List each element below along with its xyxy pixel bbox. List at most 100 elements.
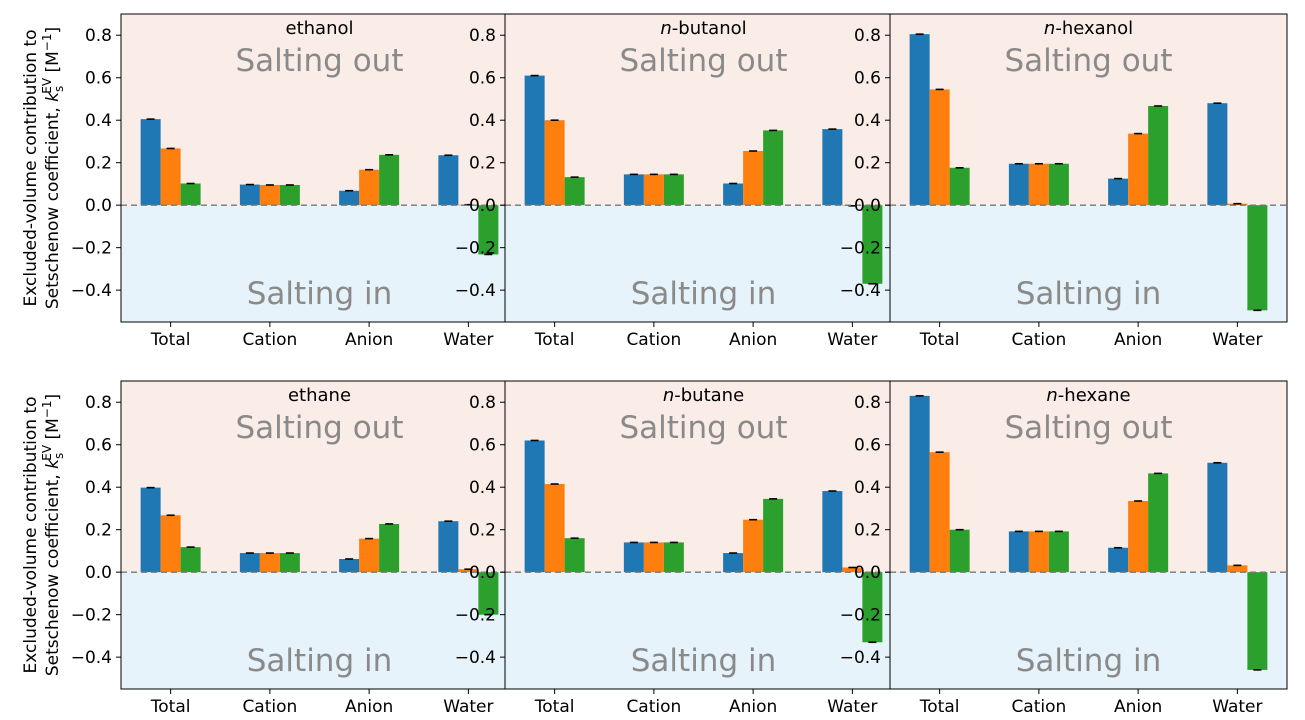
bar — [1128, 501, 1149, 573]
bar — [458, 569, 479, 573]
x-tick-label-text: Cation — [1011, 697, 1066, 716]
x-tick-label: Cation — [626, 697, 681, 716]
y-tick-label: −0.4 — [455, 281, 496, 301]
y-tick-label: −0.4 — [455, 648, 496, 668]
x-tick-label: Anion — [729, 330, 777, 350]
y-tick-label-text: 0.4 — [469, 478, 496, 498]
salting-in-region — [890, 205, 1287, 322]
y-axis-label-line2: Setschenow coefficient, ksEV [M−1] — [40, 394, 66, 676]
y-tick-label: 0.4 — [854, 111, 881, 131]
bar — [1028, 531, 1049, 573]
bar — [723, 183, 744, 206]
bar — [140, 119, 161, 206]
chart-title-italic: n — [1044, 18, 1055, 39]
salting-in-label: Salting in — [631, 276, 777, 312]
y-axis-label-k: k — [43, 458, 63, 469]
chart-title: n-butane — [663, 385, 744, 406]
bar — [1108, 178, 1129, 206]
bar — [279, 553, 300, 573]
x-tick-label: Total — [150, 697, 191, 716]
x-tick-label: Anion — [1114, 697, 1162, 716]
bar — [1108, 547, 1129, 573]
salting-out-label: Salting out — [619, 43, 787, 79]
y-tick-label: 0.6 — [85, 69, 112, 89]
y-tick-label-text: 0.8 — [85, 26, 112, 46]
bar — [339, 190, 360, 206]
y-tick-label: 0.0 — [85, 196, 112, 216]
y-axis-label-unit-close: ] — [43, 27, 63, 34]
x-tick-label: Total — [534, 330, 575, 350]
salting-in-text: Salting in — [247, 643, 393, 679]
y-tick-label: 0.2 — [854, 521, 881, 541]
x-tick-label-text: Anion — [1114, 330, 1162, 350]
x-tick-label-text: Water — [1212, 330, 1262, 350]
y-tick-label: 0.8 — [854, 26, 881, 46]
y-tick-label-text: 0.6 — [85, 436, 112, 456]
salting-out-label: Salting out — [619, 410, 787, 446]
x-tick-label-text: Cation — [1011, 330, 1066, 350]
y-tick-label-text: −0.4 — [455, 281, 496, 301]
y-tick-label-text: 0.4 — [469, 111, 496, 131]
chart-title: ethanol — [286, 18, 354, 39]
salting-in-region — [505, 205, 902, 322]
salting-in-region — [121, 205, 518, 322]
salting-in-region — [505, 572, 902, 689]
bar — [822, 491, 843, 573]
y-tick-label-text: 0.2 — [854, 154, 881, 174]
y-tick-label-text: 0.6 — [469, 436, 496, 456]
y-axis-label-line1-text: Excluded-volume contribution to — [21, 30, 41, 307]
salting-in-label: Salting in — [247, 643, 393, 679]
bar — [379, 154, 400, 206]
x-tick-label-text: Anion — [729, 330, 777, 350]
chart-panel-1: Salting out Salting in ethanol Total Cation A… — [71, 13, 519, 350]
bar — [239, 184, 260, 206]
x-tick-label-text: Water — [443, 697, 493, 716]
bar — [949, 167, 970, 206]
y-tick-label: −0.4 — [840, 281, 881, 301]
x-tick-label: Water — [443, 697, 493, 716]
x-tick-label-text: Anion — [729, 697, 777, 716]
bar — [723, 553, 744, 573]
bar — [1148, 473, 1169, 573]
bar — [259, 553, 280, 573]
x-tick-label-text: Total — [534, 330, 575, 350]
bar — [1028, 163, 1049, 206]
x-tick-label: Anion — [345, 330, 393, 350]
x-tick-label: Total — [534, 697, 575, 716]
y-tick-label: 0.6 — [469, 436, 496, 456]
y-tick-label-text: −0.2 — [840, 239, 881, 259]
y-axis-label-unit-close: ] — [43, 394, 63, 401]
y-tick-label-text: 0.0 — [854, 196, 881, 216]
y-tick-label-text: 0.8 — [85, 393, 112, 413]
y-tick-label: −0.2 — [840, 239, 881, 259]
chart-title-italic: n — [1046, 385, 1057, 406]
x-tick-label: Anion — [729, 697, 777, 716]
bar — [1008, 531, 1029, 573]
x-tick-label: Water — [1212, 697, 1262, 716]
y-tick-label-text: −0.4 — [840, 281, 881, 301]
y-tick-label-text: 0.2 — [854, 521, 881, 541]
y-tick-label: 0.6 — [469, 69, 496, 89]
x-tick-label-text: Anion — [345, 697, 393, 716]
x-tick-label-text: Total — [150, 697, 191, 716]
y-tick-label: 0.2 — [85, 154, 112, 174]
salting-out-text: Salting out — [235, 410, 403, 446]
salting-out-text: Salting out — [1004, 43, 1172, 79]
x-tick-label: Cation — [1011, 330, 1066, 350]
bar — [1048, 531, 1069, 573]
x-tick-label: Cation — [626, 330, 681, 350]
salting-in-text: Salting in — [631, 643, 777, 679]
y-axis-label-line1-text: Excluded-volume contribution to — [21, 397, 41, 674]
y-tick-label-text: 0.8 — [469, 26, 496, 46]
salting-in-text: Salting in — [1016, 276, 1162, 312]
bar — [929, 452, 950, 573]
y-tick-label: 0.2 — [469, 154, 496, 174]
bar — [763, 498, 784, 573]
y-tick-label-text: 0.0 — [469, 196, 496, 216]
plot-frame — [889, 380, 1288, 690]
chart-panel-3: Salting out Salting in n-hexanol Total Catio… — [840, 13, 1288, 350]
bar — [140, 487, 161, 573]
y-tick-label: 0.2 — [854, 154, 881, 174]
y-axis-label-prefix: Setschenow coefficient, — [43, 469, 63, 676]
